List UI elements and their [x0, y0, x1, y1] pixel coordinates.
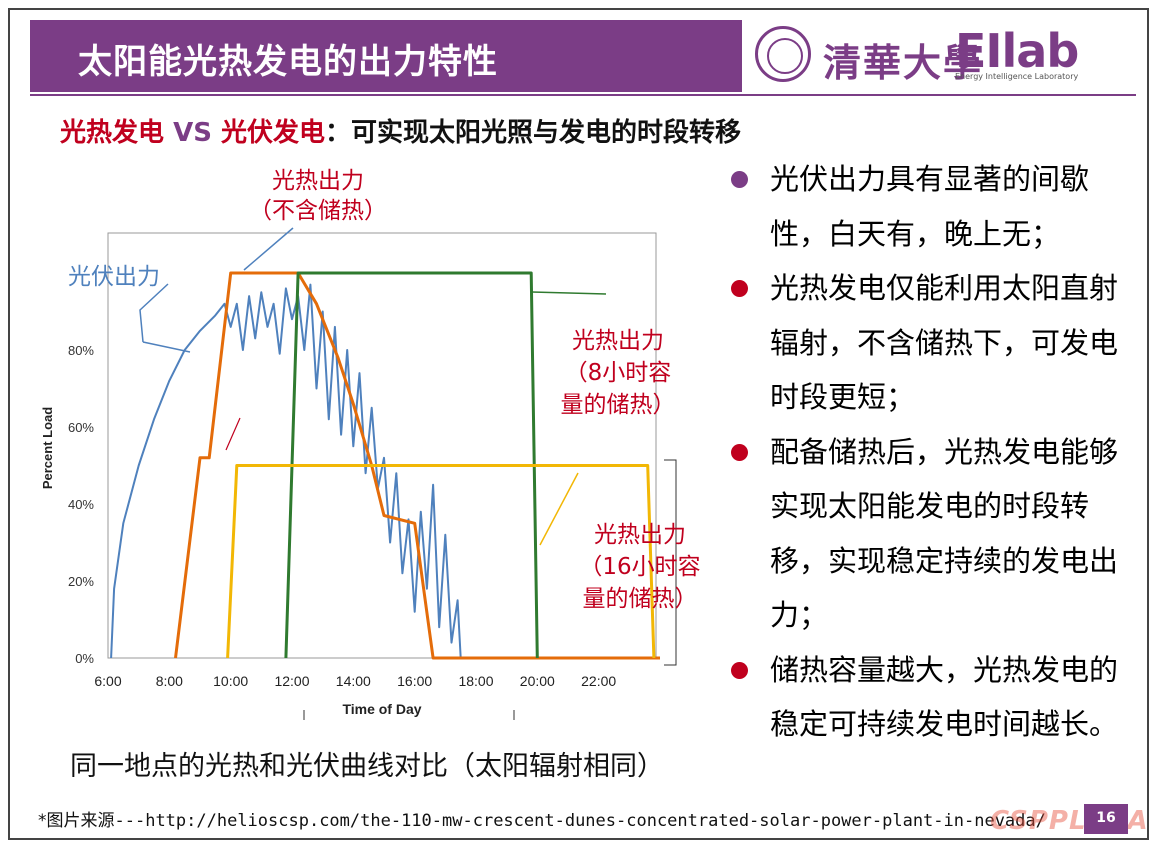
- annotation-csp_16h_l3: 量的储热）: [583, 586, 698, 612]
- page-number: 16: [1096, 810, 1116, 826]
- x-tick-label: 22:00: [581, 673, 616, 689]
- x-tick-label: 20:00: [520, 673, 555, 689]
- bullet-item: 配备储热后，光热发电能够实现太阳能发电的时段转移，实现稳定持续的发电出力；: [728, 425, 1128, 643]
- bullet-text: 光伏出力具有显著的间歇性，白天有，晚上无；: [770, 162, 1090, 251]
- slide-frame: [8, 8, 1149, 840]
- annotation-arrow-small: [225, 417, 241, 451]
- subtitle-csp: 光热发电: [60, 118, 165, 148]
- series-line-csp_16h: [226, 464, 656, 659]
- y-tick-label: 40%: [68, 497, 94, 512]
- x-tick-label: 18:00: [458, 673, 493, 689]
- source-url: ---http://helioscsp.com/the-110-mw-cresc…: [114, 811, 1046, 831]
- annotation-csp_8h_l1: 光热出力: [572, 328, 664, 354]
- bullet-text: 光热发电仅能利用太阳直射辐射，不含储热下，可发电时段更短；: [770, 271, 1119, 414]
- source-label: *图片来源: [38, 811, 115, 831]
- series-line-pv: [110, 283, 660, 659]
- x-tick-label: 8:00: [156, 673, 183, 689]
- x-tick-label: 16:00: [397, 673, 432, 689]
- image-source: *图片来源---http://helioscsp.com/the-110-mw-…: [38, 806, 1046, 831]
- bullet-item: 储热容量越大，光热发电的稳定可持续发电时间越长。: [728, 643, 1128, 752]
- bullet-list: 光伏出力具有显著的间歇性，白天有，晚上无； 光热发电仅能利用太阳直射辐射，不含储…: [728, 152, 1128, 752]
- plot-area: [107, 232, 657, 659]
- x-tick-label: 12:00: [274, 673, 309, 689]
- annotation-arrow-csp-8h: [531, 291, 607, 295]
- annotation-csp_none_l2: （不含储热）: [249, 198, 387, 224]
- bullet-dot: [731, 661, 748, 679]
- title-banner: [30, 20, 742, 92]
- y-tick-label: 20%: [68, 574, 94, 589]
- annotation-csp_8h_l3: 量的储热）: [561, 392, 676, 418]
- annotation-pv: 光伏出力: [68, 264, 160, 290]
- lab-logo: EIlab: [955, 24, 1079, 78]
- bullet-text: 储热容量越大，光热发电的稳定可持续发电时间越长。: [770, 652, 1119, 742]
- slide-subtitle: 光热发电 VS 光伏发电：可实现太阳光照与发电的时段转移: [60, 112, 741, 149]
- series-line-csp_none: [174, 271, 660, 660]
- header-logos: 清華大學 EIlab Energy Intelligence Laborator…: [745, 20, 1137, 92]
- lab-logo-subtitle: Energy Intelligence Laboratory: [955, 72, 1079, 81]
- subtitle-pv: 光伏发电: [220, 118, 325, 148]
- y-tick-label: 80%: [68, 343, 94, 358]
- annotation-arrow-pv: [139, 283, 191, 353]
- annotation-csp_16h_l1: 光热出力: [594, 522, 686, 548]
- x-tick-label: 14:00: [336, 673, 371, 689]
- x-tick-label: 10:00: [213, 673, 248, 689]
- bullet-dot: [731, 443, 748, 461]
- bullet-text: 配备储热后，光热发电能够实现太阳能发电的时段转移，实现稳定持续的发电出力；: [770, 434, 1119, 633]
- header-divider: [30, 94, 1136, 96]
- annotation-arrow-csp-16h: [539, 472, 579, 546]
- chart-caption: 同一地点的光热和光伏曲线对比（太阳辐射相同）: [70, 751, 664, 782]
- y-tick-label: 0%: [75, 651, 94, 666]
- annotation-csp_none_l1: 光热出力: [272, 168, 364, 194]
- subtitle-vs: VS: [164, 118, 221, 148]
- y-axis-label: Percent Load: [40, 407, 55, 489]
- subtitle-claim: ：可实现太阳光照与发电的时段转移: [324, 118, 741, 148]
- x-tick-label: 6:00: [94, 673, 121, 689]
- annotation-csp_8h_l2: （8小时容: [565, 360, 672, 386]
- slide-title: 太阳能光热发电的出力特性: [78, 42, 498, 82]
- bullet-item: 光伏出力具有显著的间歇性，白天有，晚上无；: [728, 152, 1128, 261]
- annotation-csp_16h_l2: （16小时容: [579, 554, 700, 580]
- page-number-box: 16: [1084, 804, 1128, 834]
- x-axis-label: Time of Day: [342, 701, 421, 717]
- university-name: 清華大學: [823, 40, 984, 85]
- bullet-dot: [731, 280, 748, 297]
- university-seal-icon: [755, 26, 811, 82]
- bracket-marker: [664, 459, 677, 666]
- bullet-dot: [731, 171, 748, 188]
- y-tick-label: 60%: [68, 420, 94, 435]
- bullet-item: 光热发电仅能利用太阳直射辐射，不含储热下，可发电时段更短；: [728, 261, 1128, 425]
- annotation-arrow-csp-none: [243, 227, 294, 271]
